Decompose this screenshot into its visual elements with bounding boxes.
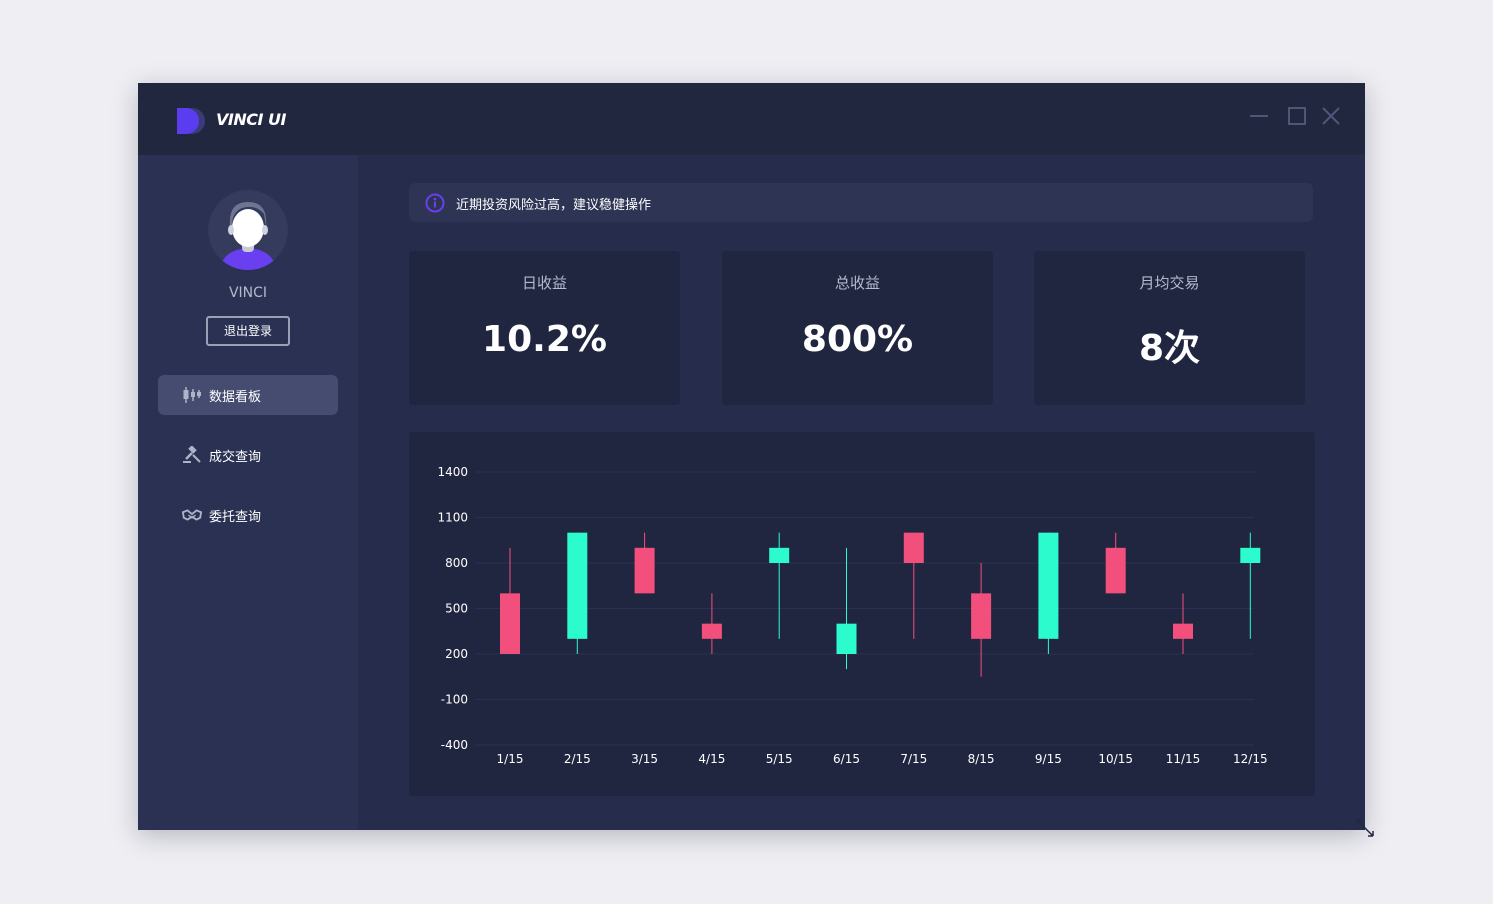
sidebar-item-label: 数据看板 <box>209 390 262 405</box>
candle-body <box>1173 623 1193 639</box>
x-tick-label: 11/15 <box>1166 752 1201 766</box>
y-tick-label: 800 <box>445 556 468 570</box>
x-tick-label: 4/15 <box>698 752 725 766</box>
stat-card-monthly-trades: 月均交易 8次 <box>1034 251 1305 405</box>
minimize-icon[interactable] <box>1248 105 1270 127</box>
vinci-logo-icon <box>177 108 205 134</box>
x-tick-label: 3/15 <box>631 752 658 766</box>
stat-value: 8次 <box>1138 328 1201 369</box>
x-tick-label: 7/15 <box>900 752 927 766</box>
y-tick-label: 500 <box>445 602 468 616</box>
candle-body <box>1240 547 1261 563</box>
avatar[interactable] <box>208 190 288 270</box>
stat-label: 月均交易 <box>1139 274 1200 292</box>
candlestick-chart: 1400 1100 800 500 200 -100 -400 1/15 2/15 3/15 4/1… <box>437 465 1268 766</box>
stat-label: 总收益 <box>834 274 880 292</box>
info-icon <box>425 193 445 213</box>
sidebar-item-dashboard[interactable]: 数据看板 <box>158 375 338 415</box>
app-title: VINCI UI <box>216 110 286 129</box>
sidebar-item-label: 委托查询 <box>209 510 262 525</box>
title-bar: VINCI UI <box>138 83 1365 155</box>
handshake-icon <box>182 509 202 521</box>
y-tick-label: 1100 <box>437 511 468 525</box>
candle-body <box>1038 532 1059 639</box>
app-window: VINCI UI VINCI 退出登录 <box>138 83 1365 830</box>
y-tick-label: 200 <box>445 647 468 661</box>
candle-body <box>500 593 520 654</box>
x-tick-label: 1/15 <box>497 752 524 766</box>
gavel-icon <box>183 446 201 463</box>
y-tick-label: -400 <box>441 738 468 752</box>
risk-alert: 近期投资风险过高，建议稳健操作 <box>409 183 1313 222</box>
candle-body <box>769 547 790 563</box>
sidebar-item-trade-query[interactable]: 成交查询 <box>158 435 338 475</box>
y-tick-label: -100 <box>441 693 468 707</box>
x-tick-label: 12/15 <box>1233 752 1268 766</box>
stat-label: 日收益 <box>521 274 567 292</box>
x-tick-label: 5/15 <box>766 752 793 766</box>
candle-body <box>836 623 857 654</box>
x-tick-label: 8/15 <box>968 752 995 766</box>
y-tick-label: 1400 <box>437 465 468 479</box>
stat-card-total-return: 总收益 800% <box>722 251 993 405</box>
sidebar: VINCI 退出登录 数据看板 成交查询 <box>138 155 358 830</box>
candle-body <box>903 532 924 563</box>
maximize-icon[interactable] <box>1286 105 1308 127</box>
candle-body <box>971 593 992 639</box>
candle-body <box>1105 547 1126 594</box>
x-tick-label: 10/15 <box>1098 752 1133 766</box>
stat-card-daily-return: 日收益 10.2% <box>409 251 680 405</box>
sidebar-item-label: 成交查询 <box>209 450 262 465</box>
candle-body <box>701 623 722 639</box>
alert-text: 近期投资风险过高，建议稳健操作 <box>456 198 652 213</box>
candlestick-chart-panel: 1400 1100 800 500 200 -100 -400 1/15 2/15 3/15 4/1… <box>409 432 1315 796</box>
x-tick-label: 9/15 <box>1035 752 1062 766</box>
candle-body <box>634 547 655 594</box>
candlestick-icon <box>183 387 201 403</box>
logout-button[interactable]: 退出登录 <box>206 316 290 346</box>
x-tick-label: 6/15 <box>833 752 860 766</box>
candle-body <box>567 532 588 639</box>
stat-value: 10.2% <box>482 319 607 360</box>
sidebar-item-order-query[interactable]: 委托查询 <box>158 495 338 535</box>
close-icon[interactable] <box>1320 105 1342 127</box>
resize-icon[interactable] <box>1355 818 1375 838</box>
x-tick-label: 2/15 <box>564 752 591 766</box>
username: VINCI <box>228 285 268 301</box>
stat-value: 800% <box>801 319 914 360</box>
